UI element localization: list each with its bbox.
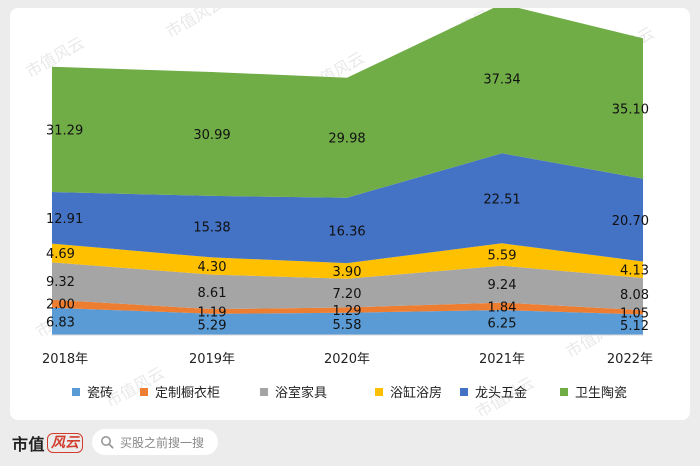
data-label: 15.38 xyxy=(193,221,230,236)
brand-logo-mark: 风云 xyxy=(47,433,84,453)
data-label: 5.59 xyxy=(488,249,517,264)
legend-item: 龙头五金 xyxy=(460,385,527,401)
data-label: 5.29 xyxy=(198,318,227,333)
data-label: 20.70 xyxy=(612,214,649,229)
search-icon xyxy=(101,436,114,449)
data-label: 29.98 xyxy=(328,132,365,147)
data-label: 4.30 xyxy=(198,260,227,275)
legend-swatch xyxy=(375,388,383,396)
area-3 xyxy=(52,262,643,311)
data-label: 22.51 xyxy=(483,192,520,207)
legend-label: 瓷砖 xyxy=(87,386,113,401)
footer-bar: 市值 风云 买股之前搜一搜 xyxy=(0,420,700,466)
search-placeholder: 买股之前搜一搜 xyxy=(120,435,205,450)
x-tick-label: 2020年 xyxy=(324,352,370,367)
data-label: 1.84 xyxy=(488,300,517,315)
x-tick-label: 2021年 xyxy=(479,352,525,367)
watermark-text: 市值风云 xyxy=(163,8,228,41)
data-label: 6.83 xyxy=(46,315,75,330)
data-label: 3.90 xyxy=(333,265,362,280)
legend-label: 卫生陶瓷 xyxy=(575,385,627,401)
data-label: 4.13 xyxy=(620,264,649,279)
data-label: 12.91 xyxy=(46,212,83,227)
legend-label: 浴室家具 xyxy=(275,385,327,401)
data-label: 2.00 xyxy=(46,298,75,313)
data-label: 9.32 xyxy=(46,275,75,290)
legend-swatch xyxy=(72,388,80,396)
legend-swatch xyxy=(460,388,468,396)
legend-swatch xyxy=(260,388,268,396)
data-label: 1.05 xyxy=(620,306,649,321)
legend-swatch xyxy=(140,388,148,396)
data-label: 35.10 xyxy=(612,103,649,118)
legend-item: 浴室家具 xyxy=(260,385,327,401)
brand-logo[interactable]: 市值 风云 xyxy=(12,430,84,456)
area-6 xyxy=(52,8,643,198)
data-label: 31.29 xyxy=(46,123,83,138)
area-1 xyxy=(52,307,643,335)
data-label: 1.19 xyxy=(198,306,227,321)
area-4 xyxy=(52,243,643,279)
data-label: 8.61 xyxy=(198,286,227,301)
x-tick-label: 2022年 xyxy=(607,352,653,367)
legend-swatch xyxy=(560,388,568,396)
search-box[interactable]: 买股之前搜一搜 xyxy=(92,429,218,455)
data-label: 6.25 xyxy=(488,317,517,332)
x-tick-label: 2019年 xyxy=(189,352,235,367)
data-label: 30.99 xyxy=(193,128,230,143)
legend-label: 龙头五金 xyxy=(475,385,527,401)
data-label: 5.12 xyxy=(620,319,649,334)
data-label: 16.36 xyxy=(328,224,365,239)
brand-name: 市值 xyxy=(12,435,46,454)
legend-item: 瓷砖 xyxy=(72,386,113,401)
x-tick-label: 2018年 xyxy=(42,352,88,367)
legend-label: 浴缸浴房 xyxy=(390,385,442,401)
chart-card: 市值风云市值风云市值风云市值风云市值风云市值风云市值风云市值风云市值风云市值风云… xyxy=(10,8,690,420)
data-label: 8.08 xyxy=(620,288,649,303)
legend-item: 浴缸浴房 xyxy=(375,385,442,401)
legend-item: 定制橱衣柜 xyxy=(140,385,220,401)
data-label: 5.58 xyxy=(333,318,362,333)
legend-label: 定制橱衣柜 xyxy=(155,385,220,401)
stacked-area-chart: 市值风云市值风云市值风云市值风云市值风云市值风云市值风云市值风云市值风云市值风云… xyxy=(23,8,657,420)
data-label: 1.29 xyxy=(333,304,362,319)
area-2 xyxy=(52,299,643,315)
data-label: 9.24 xyxy=(488,278,517,293)
area-5 xyxy=(52,153,643,264)
data-label: 7.20 xyxy=(333,287,362,302)
data-label: 37.34 xyxy=(483,73,520,88)
data-label: 4.69 xyxy=(46,247,75,262)
legend-item: 卫生陶瓷 xyxy=(560,385,627,401)
